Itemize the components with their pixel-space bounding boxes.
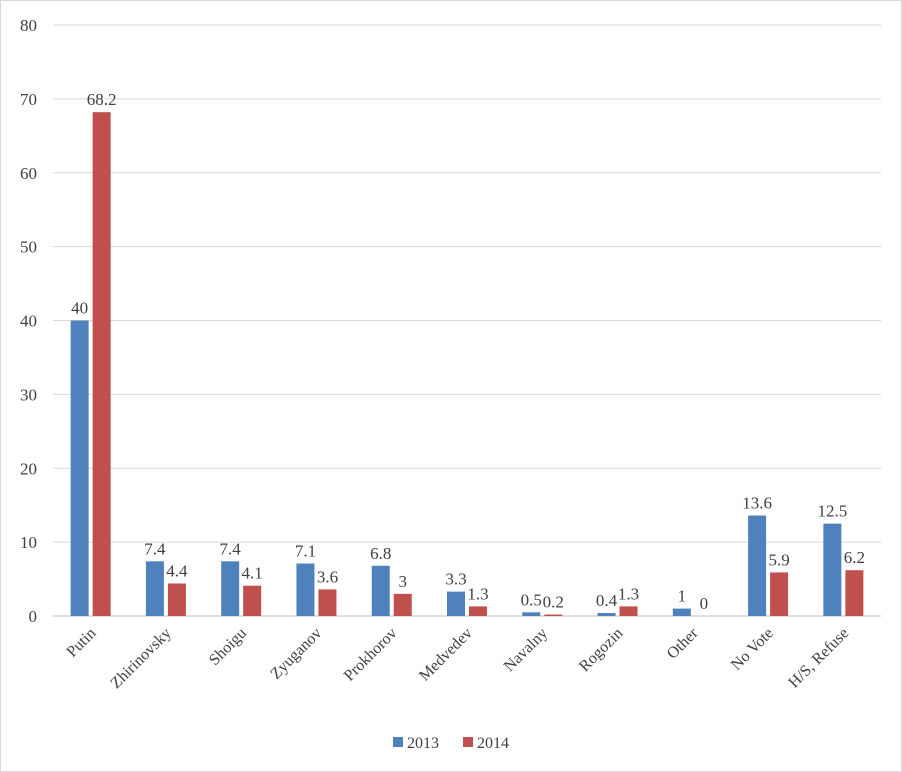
data-label-2014: 3 — [398, 572, 407, 591]
data-label-2014: 68.2 — [87, 90, 117, 109]
x-tick-label: Rogozin — [576, 625, 626, 675]
x-tick-label: No Vote — [728, 625, 777, 674]
x-tick-label: Medvedev — [416, 625, 476, 685]
data-label-2013: 0.4 — [596, 591, 618, 610]
bar-2013 — [823, 523, 842, 616]
data-label-2014: 0 — [700, 594, 709, 613]
data-label-2013: 7.4 — [144, 539, 166, 558]
y-tick-label: 80 — [20, 16, 37, 35]
bar-2014 — [92, 112, 111, 617]
bar-2013 — [221, 561, 240, 616]
data-label-2014: 1.3 — [467, 584, 488, 603]
x-tick-label: Prokhorov — [341, 625, 401, 685]
data-label-2013: 12.5 — [817, 502, 847, 521]
bar-2014 — [393, 593, 412, 616]
bar-2014 — [619, 606, 638, 616]
bar-2013 — [522, 612, 541, 616]
data-label-2014: 4.4 — [166, 561, 188, 580]
bar-2013 — [145, 561, 164, 616]
bar-2013 — [371, 565, 390, 616]
data-label-2013: 40 — [71, 299, 88, 318]
x-tick-label: Putin — [64, 625, 100, 661]
bar-2013 — [447, 591, 465, 616]
data-label-2013: 7.4 — [220, 539, 242, 558]
legend-swatch-2013 — [393, 737, 403, 747]
bar-2014 — [770, 572, 789, 616]
data-label-2014: 4.1 — [242, 564, 263, 583]
data-label-2013: 13.6 — [742, 494, 772, 513]
bar-2013 — [296, 563, 315, 616]
x-tick-label: Zhirinovsky — [107, 625, 174, 692]
bar-2013 — [597, 613, 616, 616]
y-tick-label: 30 — [20, 385, 37, 404]
bar-2013 — [672, 608, 691, 616]
legend-label: 2014 — [477, 735, 509, 752]
x-tick-label: Zyuganov — [267, 625, 325, 683]
y-tick-label: 20 — [20, 459, 37, 478]
data-label-2014: 1.3 — [618, 584, 639, 603]
data-label-2014: 6.2 — [844, 548, 865, 567]
bar-2014 — [318, 589, 337, 616]
data-label-2013: 1 — [678, 587, 687, 606]
bar-2013 — [70, 320, 89, 616]
bar-2014 — [167, 583, 186, 616]
legend-swatch-2014 — [463, 737, 473, 747]
y-tick-label: 10 — [20, 533, 37, 552]
data-label-2013: 3.3 — [445, 570, 466, 589]
bar-2014 — [845, 570, 864, 616]
y-tick-label: 50 — [20, 238, 37, 257]
y-tick-label: 70 — [20, 90, 37, 109]
bar-2013 — [748, 515, 767, 616]
data-label-2013: 6.8 — [370, 544, 391, 563]
bar-2014 — [469, 606, 487, 616]
data-label-2013: 7.1 — [295, 542, 316, 561]
data-label-2013: 0.5 — [521, 590, 542, 609]
bar-2014 — [243, 585, 262, 616]
y-tick-label: 0 — [29, 607, 38, 626]
y-tick-label: 60 — [20, 164, 37, 183]
x-tick-label: Other — [664, 624, 702, 662]
data-label-2014: 3.6 — [317, 567, 338, 586]
legend-label: 2013 — [407, 735, 439, 752]
bar-2014 — [544, 614, 563, 616]
x-tick-label: Shoigu — [206, 625, 250, 669]
x-tick-label: Navalny — [501, 625, 551, 675]
y-tick-label: 40 — [20, 312, 37, 331]
x-tick-label: H/S, Refuse — [785, 625, 852, 692]
data-label-2014: 0.2 — [543, 593, 564, 612]
data-label-2014: 5.9 — [768, 550, 789, 569]
